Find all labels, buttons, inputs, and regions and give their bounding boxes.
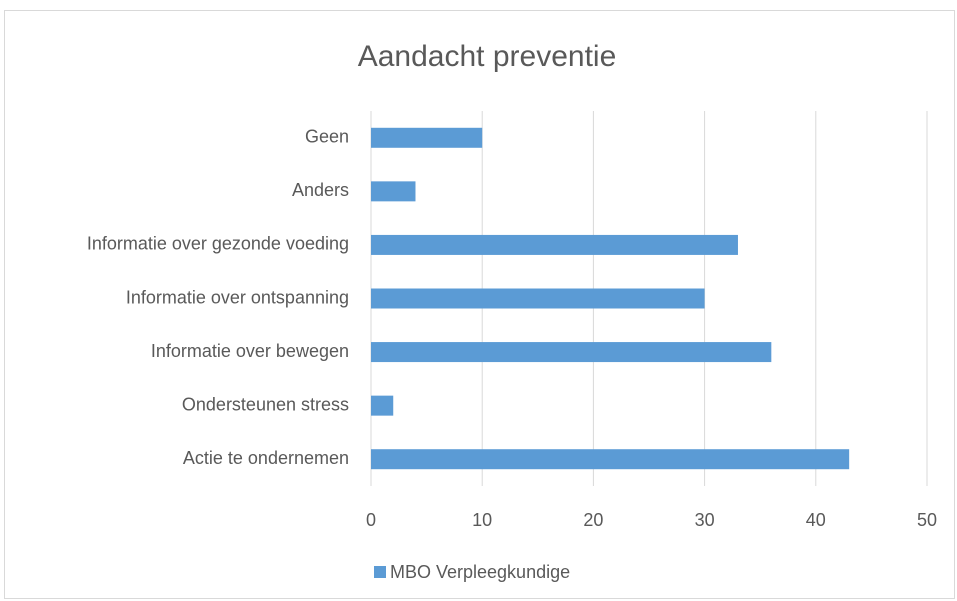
y-tick-label: Anders — [292, 180, 349, 200]
y-tick-label: Ondersteunen stress — [182, 394, 349, 414]
bar — [371, 395, 394, 416]
y-tick-label: Informatie over gezonde voeding — [87, 234, 349, 254]
x-tick-label: 20 — [583, 510, 603, 530]
bar — [371, 288, 705, 309]
x-tick-label: 0 — [366, 510, 376, 530]
bar — [371, 342, 772, 363]
legend-label: MBO Verpleegkundige — [390, 562, 570, 582]
x-tick-label: 30 — [695, 510, 715, 530]
bar — [371, 449, 850, 470]
chart-title: Aandacht preventie — [358, 40, 617, 73]
x-tick-label: 10 — [472, 510, 492, 530]
bar — [371, 181, 416, 202]
y-tick-label: Geen — [305, 127, 349, 147]
x-tick-label: 50 — [917, 510, 937, 530]
legend-swatch — [374, 566, 386, 578]
y-tick-label: Informatie over bewegen — [151, 341, 349, 361]
bar — [371, 234, 738, 255]
bar — [371, 127, 483, 148]
x-tick-label: 40 — [806, 510, 826, 530]
y-tick-label: Actie te ondernemen — [183, 448, 349, 468]
y-tick-label: Informatie over ontspanning — [126, 287, 349, 307]
